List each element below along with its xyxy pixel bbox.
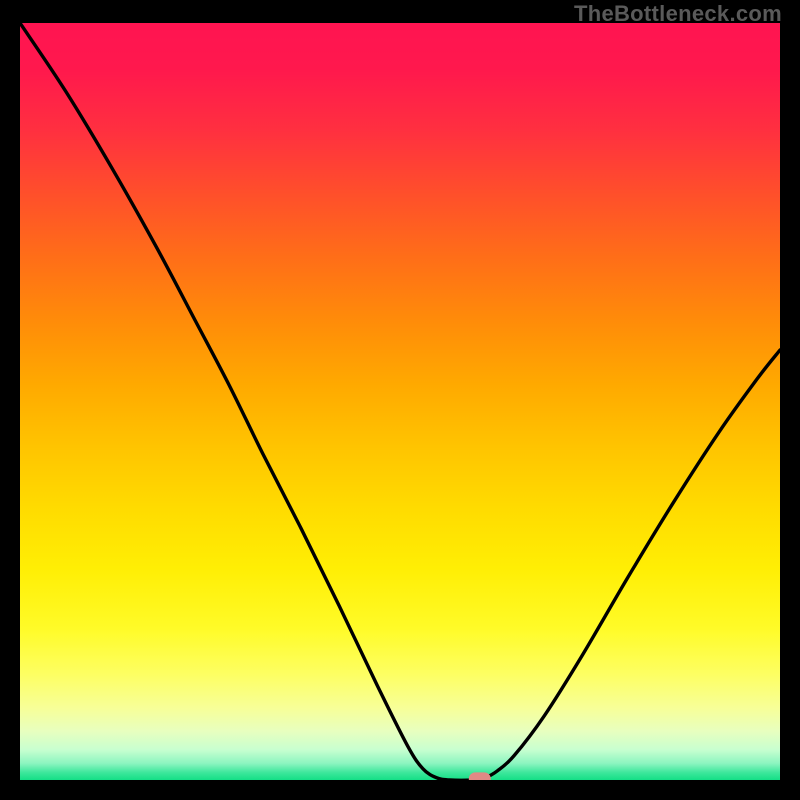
optimal-point-marker <box>469 772 491 780</box>
plot-area <box>20 23 780 780</box>
gradient-background <box>20 23 780 780</box>
watermark-text: TheBottleneck.com <box>574 1 782 27</box>
